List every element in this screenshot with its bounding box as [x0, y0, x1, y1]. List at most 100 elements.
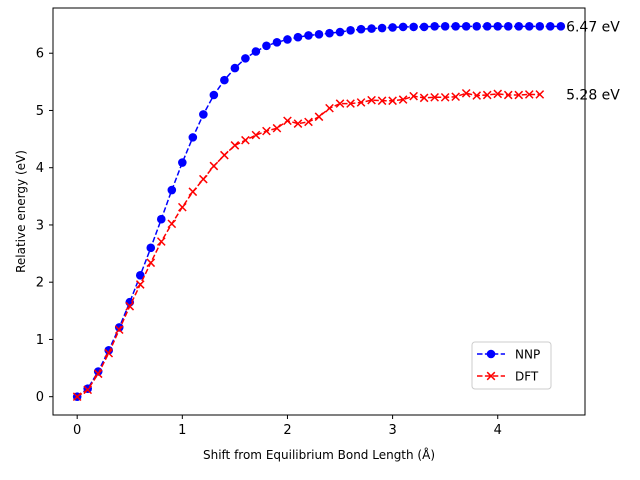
dft-data-point	[461, 88, 471, 98]
y-tick-label: 4	[36, 161, 44, 176]
nnp-data-point	[430, 22, 439, 31]
dft-data-point	[230, 141, 240, 150]
nnp-data-point	[209, 90, 219, 100]
nnp-data-point	[135, 271, 145, 280]
nnp-plateau-annotation: 6.47 eV	[566, 19, 620, 35]
dft-series-line	[76, 92, 540, 398]
x-tick-label: 1	[178, 423, 186, 438]
nnp-data-point	[514, 22, 524, 31]
nnp-data-point	[440, 22, 450, 31]
legend-label-nnp: NNP	[515, 348, 540, 362]
y-axis-label: Relative energy (eV)	[14, 150, 28, 273]
dft-plateau-annotation: 5.28 eV	[566, 87, 620, 103]
legend: NNP DFT	[471, 341, 552, 390]
nnp-data-point	[377, 23, 387, 33]
legend-label-dft: DFT	[515, 370, 539, 384]
nnp-data-point	[199, 110, 208, 119]
nnp-data-point	[314, 30, 324, 39]
dft-data-point	[72, 392, 82, 402]
x-tick-label: 4	[494, 423, 502, 438]
dft-data-point	[451, 92, 461, 102]
dft-data-point	[419, 93, 429, 103]
plot-area-frame	[52, 7, 586, 416]
nnp-data-point	[283, 35, 292, 44]
y-tick-label: 3	[36, 218, 44, 233]
nnp-data-point	[367, 24, 376, 33]
dft-data-point	[209, 161, 219, 171]
series-layer	[72, 22, 566, 402]
dft-data-point	[314, 112, 324, 122]
dft-data-point	[493, 89, 503, 99]
nnp-data-point	[493, 22, 503, 31]
nnp-data-point	[461, 22, 471, 31]
dft-data-point	[167, 219, 177, 229]
nnp-data-point	[388, 23, 397, 32]
dft-data-point	[188, 187, 198, 197]
nnp-data-point	[241, 54, 250, 63]
nnp-data-point	[335, 27, 345, 37]
dft-data-point	[356, 98, 366, 107]
dft-data-point	[177, 202, 187, 212]
dft-data-point	[482, 90, 492, 100]
nnp-data-point	[178, 158, 187, 167]
dft-data-point	[346, 99, 355, 108]
nnp-data-point	[188, 133, 198, 142]
nnp-data-point	[251, 47, 261, 56]
dft-data-point	[156, 237, 166, 246]
x-tick-label: 0	[73, 423, 81, 438]
dft-data-point	[398, 95, 408, 104]
dft-data-point	[367, 95, 376, 105]
nnp-data-point	[156, 214, 166, 224]
dft-data-point	[251, 130, 261, 140]
dft-data-point	[535, 90, 545, 99]
nnp-data-point	[114, 323, 124, 332]
nnp-data-point	[535, 22, 545, 31]
dft-data-point	[272, 123, 282, 133]
dft-data-point	[430, 92, 439, 102]
dft-data-point	[514, 90, 524, 100]
nnp-data-point	[398, 22, 408, 32]
nnp-data-point	[220, 75, 229, 85]
dft-data-point	[388, 96, 397, 106]
dft-data-point	[283, 116, 292, 126]
nnp-data-point	[451, 22, 460, 31]
dft-data-point	[377, 96, 387, 106]
dft-data-point	[472, 91, 482, 100]
dft-data-point	[220, 150, 229, 160]
dft-data-point	[135, 280, 145, 289]
nnp-data-point	[419, 22, 429, 32]
x-tick-label: 2	[283, 423, 291, 438]
dft-data-point	[241, 135, 250, 145]
nnp-data-point	[346, 26, 355, 35]
dft-data-point	[93, 369, 103, 379]
dft-data-point	[325, 103, 334, 113]
dft-data-point	[125, 301, 135, 311]
dft-data-point	[104, 348, 114, 358]
y-tick-label: 6	[36, 47, 44, 62]
y-tick-label: 5	[36, 104, 44, 119]
legend-marker-nnp	[486, 349, 496, 359]
y-tick-label: 0	[36, 390, 44, 405]
dft-data-point	[440, 92, 450, 102]
dft-data-point	[262, 126, 271, 136]
nnp-data-point	[304, 31, 313, 40]
dft-data-point	[293, 119, 303, 128]
nnp-data-point	[167, 185, 177, 195]
dft-data-point	[146, 258, 156, 268]
nnp-data-point	[546, 22, 555, 31]
x-axis-label: Shift from Equilibrium Bond Length (Å)	[203, 447, 435, 462]
x-tick-label: 3	[388, 423, 396, 438]
y-tick-label: 2	[36, 276, 44, 291]
nnp-data-point	[472, 22, 482, 31]
nnp-data-point	[556, 22, 566, 31]
axis-ticks: 0 1 2 3 4 0 1 2 3 4 5 6	[36, 47, 502, 438]
nnp-data-point	[272, 38, 282, 47]
nnp-data-point	[293, 32, 303, 42]
dft-data-point	[199, 174, 208, 184]
nnp-series-line	[76, 25, 561, 398]
nnp-data-point	[356, 24, 366, 34]
nnp-data-point	[230, 63, 240, 73]
nnp-data-point	[524, 22, 534, 31]
nnp-data-point	[146, 243, 156, 253]
nnp-data-point	[503, 22, 513, 31]
